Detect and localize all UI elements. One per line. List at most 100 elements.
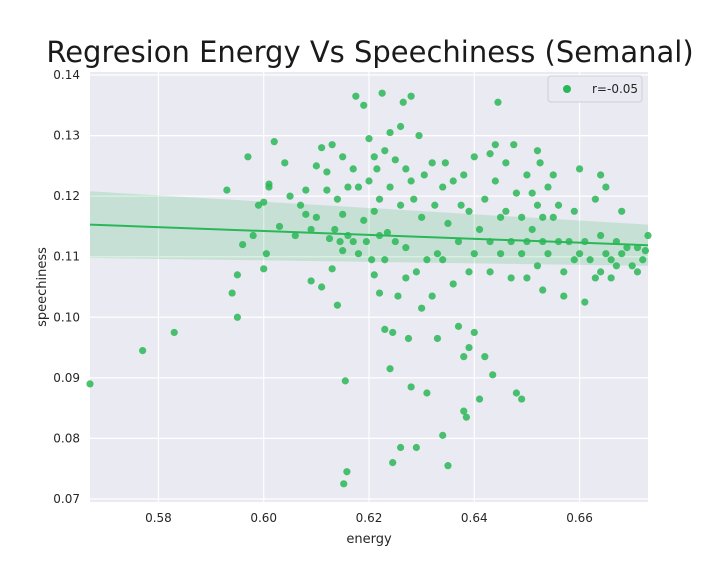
x-axis-ticks: 0.58 0.60 0.62 0.64 0.66 — [145, 511, 593, 525]
scatter-point — [170, 328, 178, 337]
scatter-point — [291, 231, 299, 240]
scatter-point — [528, 225, 536, 234]
scatter-point — [628, 262, 636, 270]
scatter-point — [375, 289, 384, 297]
scatter-point — [465, 343, 473, 352]
scatter-point — [407, 92, 415, 100]
scatter-point — [512, 389, 520, 397]
scatter-point — [581, 237, 589, 246]
y-tick-label: 0.13 — [53, 129, 80, 143]
scatter-point — [618, 207, 626, 215]
scatter-point — [507, 237, 515, 246]
scatter-point — [420, 171, 428, 179]
scatter-point — [560, 292, 568, 300]
x-grid — [157, 72, 581, 502]
scatter-point — [581, 298, 589, 306]
scatter-point — [641, 247, 649, 255]
scatter-point — [223, 186, 231, 194]
scatter-point — [444, 462, 452, 470]
scatter-point — [318, 283, 326, 291]
scatter-point — [602, 183, 610, 191]
y-axis-label: speechiness — [35, 247, 50, 327]
legend: r=-0.05 — [547, 75, 643, 103]
scatter-point — [444, 219, 452, 228]
scatter-point — [318, 144, 326, 152]
scatter-point — [375, 195, 384, 203]
scatter-point — [354, 183, 363, 191]
y-tick-label: 0.09 — [53, 371, 80, 385]
scatter-point — [244, 153, 252, 161]
scatter-point — [365, 135, 373, 143]
regression-line-group — [89, 223, 649, 247]
scatter-point — [275, 222, 284, 231]
scatter-point — [336, 237, 344, 246]
scatter-point — [396, 443, 405, 452]
scatter-point — [340, 480, 348, 488]
scatter-point — [533, 147, 542, 155]
scatter-point — [389, 328, 397, 337]
scatter-point — [386, 128, 394, 137]
scatter-point — [302, 186, 310, 194]
scatter-point — [539, 286, 547, 294]
scatter-point — [333, 301, 342, 309]
scatter-point — [339, 210, 347, 218]
scatter-point — [428, 292, 436, 300]
scatter-point — [486, 150, 494, 158]
scatter-point — [570, 256, 578, 264]
scatter-point — [465, 268, 473, 276]
scatter-point — [533, 201, 542, 209]
y-tick-label: 0.14 — [53, 68, 80, 82]
scatter-point — [554, 201, 563, 209]
scatter-point — [341, 377, 349, 385]
scatter-point — [481, 353, 489, 361]
scatter-point — [333, 195, 342, 203]
scatter-point — [412, 268, 420, 276]
scatter-point — [586, 256, 594, 264]
scatter-point — [518, 395, 526, 403]
scatter-point — [439, 256, 447, 264]
scatter-point — [639, 256, 647, 264]
scatter-point — [491, 141, 499, 149]
scatter-point — [486, 268, 494, 276]
scatter-point — [623, 244, 631, 252]
confidence-band — [90, 191, 648, 266]
scatter-point — [354, 250, 363, 258]
scatter-point — [607, 256, 615, 264]
scatter-point — [633, 268, 642, 276]
scatter-point — [428, 159, 436, 167]
scatter-point — [539, 213, 547, 221]
scatter-point — [386, 183, 394, 191]
scatter-point — [323, 186, 331, 194]
scatter-point — [349, 165, 357, 173]
x-axis-label: energy — [346, 532, 392, 547]
scatter-point — [402, 244, 410, 252]
scatter-point — [370, 153, 378, 161]
x-tick-label: 0.60 — [250, 511, 277, 525]
scatter-point — [475, 225, 484, 234]
scatter-point — [494, 98, 502, 106]
scatter-point — [591, 274, 599, 282]
scatter-point — [441, 159, 449, 167]
scatter-point — [523, 274, 531, 282]
scatter-point — [239, 241, 247, 249]
scatter-point — [607, 274, 615, 282]
scatter-point — [597, 231, 605, 240]
scatter-point — [460, 407, 468, 415]
scatter-point — [439, 431, 447, 439]
scatter-point — [533, 262, 542, 270]
scatter-point — [339, 153, 347, 161]
scatter-point — [233, 313, 241, 321]
regression-line — [89, 223, 649, 247]
regression-ci-band — [90, 191, 648, 266]
y-tick-label: 0.07 — [53, 492, 80, 506]
scatter-point — [470, 250, 478, 258]
scatter-point — [402, 274, 410, 282]
scatter-point — [507, 274, 515, 282]
scatter-point — [470, 153, 478, 161]
scatter-point — [502, 207, 510, 215]
scatter-point — [512, 189, 520, 197]
scatter-point — [307, 277, 315, 285]
y-tick-label: 0.08 — [53, 431, 80, 445]
scatter-point — [349, 237, 357, 246]
